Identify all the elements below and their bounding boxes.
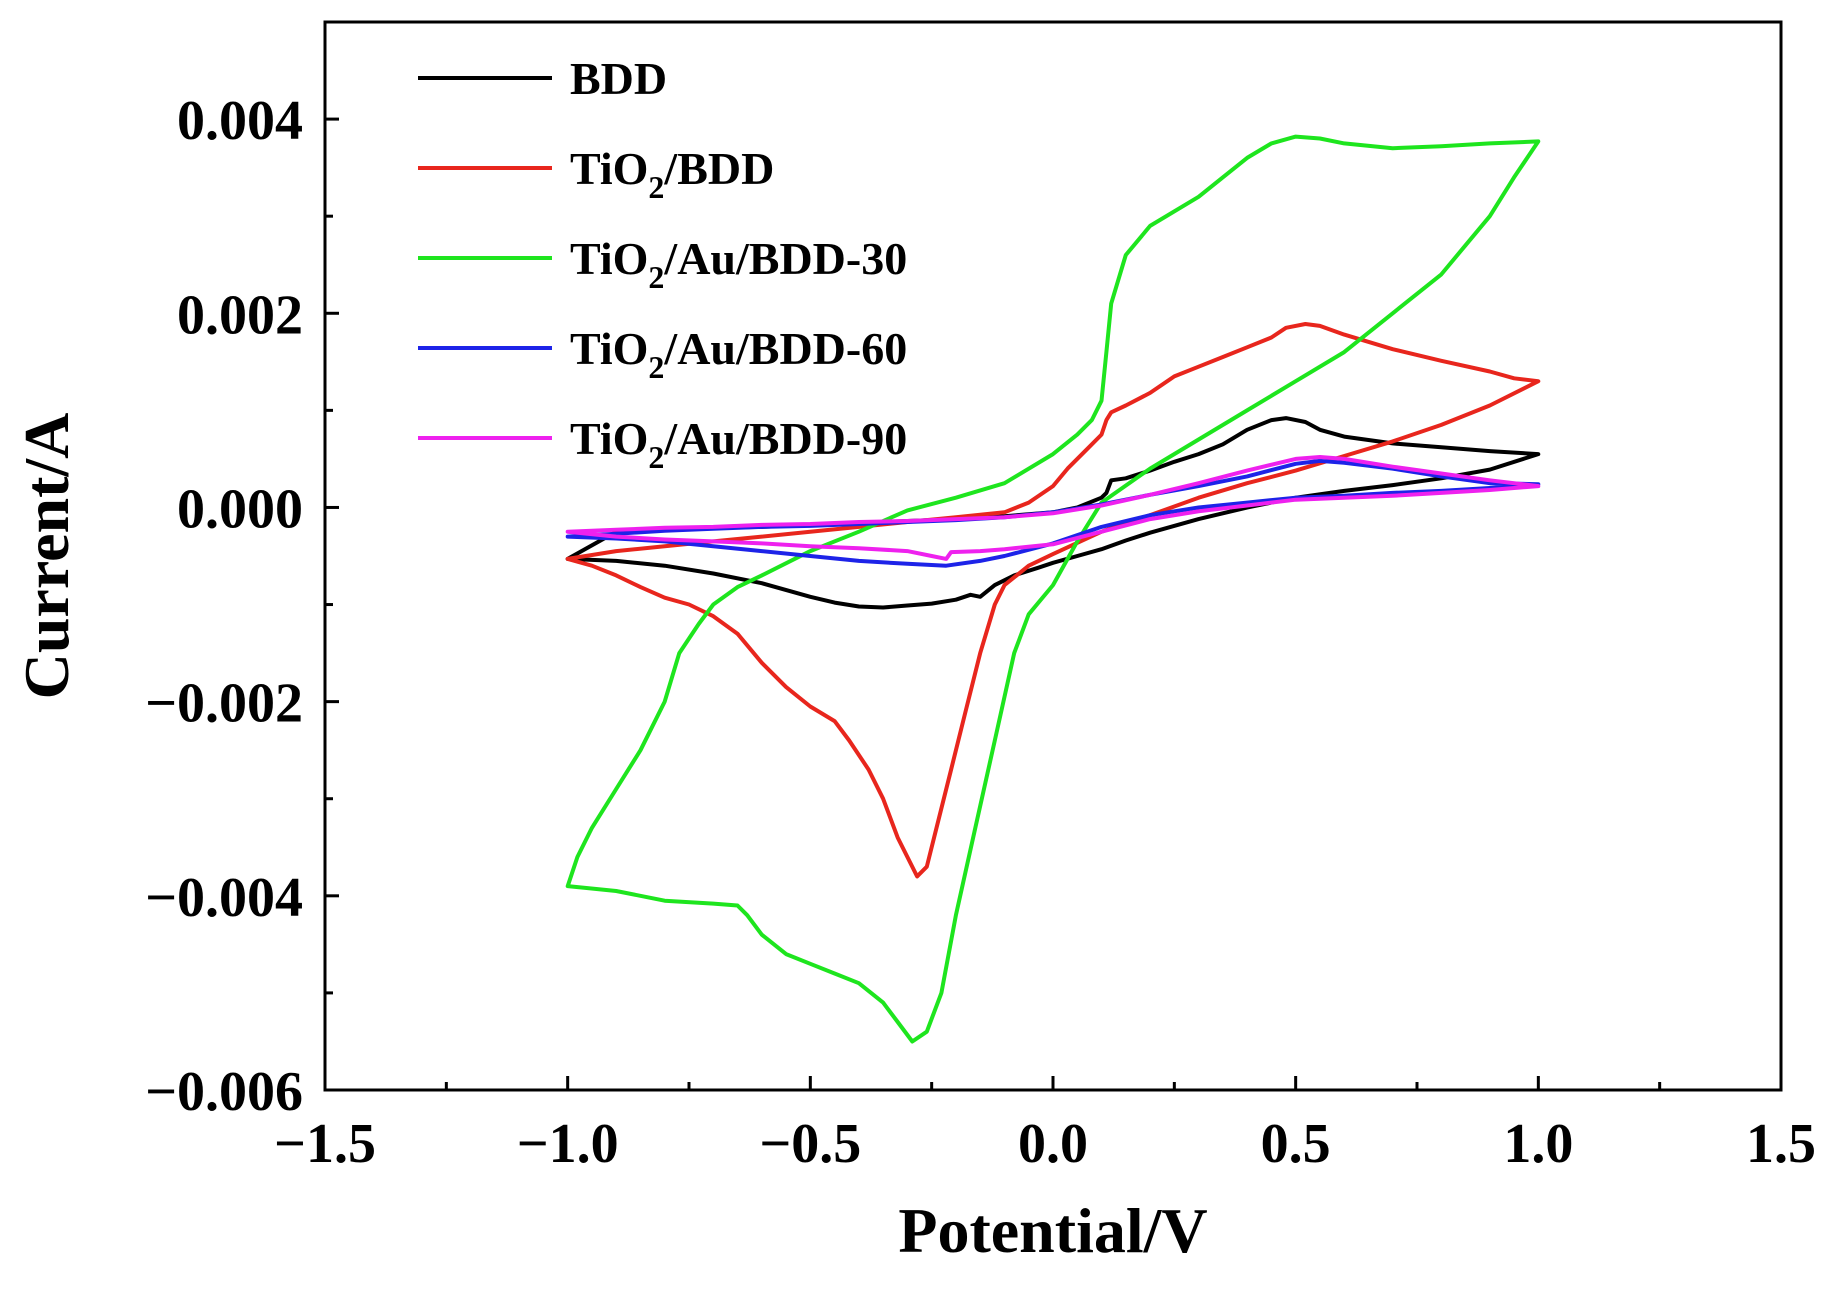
x-tick-label: 0.5 bbox=[1261, 1113, 1331, 1175]
legend-label-4: TiO2/Au/BDD-60 bbox=[570, 323, 907, 385]
x-tick-label: −1.0 bbox=[517, 1113, 619, 1175]
series-line-2 bbox=[565, 322, 1541, 879]
y-tick-label: −0.004 bbox=[145, 867, 303, 929]
y-tick-label: −0.006 bbox=[145, 1061, 303, 1123]
plot-series bbox=[565, 134, 1541, 1044]
y-tick-label: 0.002 bbox=[177, 284, 303, 346]
x-tick-label: 1.0 bbox=[1503, 1113, 1573, 1175]
legend-label-3: TiO2/Au/BDD-30 bbox=[570, 233, 907, 295]
legend-label-5: TiO2/Au/BDD-90 bbox=[570, 413, 907, 475]
series-line-5 bbox=[565, 455, 1541, 561]
legend: BDD TiO2/BDD TiO2/Au/BDD-30 TiO2/Au/BDD-60 T… bbox=[418, 53, 907, 475]
legend-label-1: BDD bbox=[570, 53, 667, 104]
y-tick-label: −0.002 bbox=[145, 673, 303, 735]
series-line-3 bbox=[565, 134, 1541, 1044]
legend-label-2: TiO2/BDD bbox=[570, 143, 774, 205]
x-axis-ticks: −1.5 −1.0 −0.5 0.0 0.5 1.0 1.5 bbox=[274, 1076, 1816, 1175]
y-axis-title: Current/A bbox=[11, 413, 82, 700]
x-axis-title: Potential/V bbox=[898, 1195, 1207, 1266]
y-axis-ticks: −0.006 −0.004 −0.002 0.000 0.002 0.004 bbox=[145, 20, 339, 1123]
x-tick-label: −1.5 bbox=[274, 1113, 376, 1175]
x-tick-label: 0.0 bbox=[1018, 1113, 1088, 1175]
x-tick-label: −0.5 bbox=[759, 1113, 861, 1175]
x-tick-label: 1.5 bbox=[1746, 1113, 1816, 1175]
y-tick-label: 0.004 bbox=[177, 90, 303, 152]
y-tick-label: 0.000 bbox=[177, 478, 303, 540]
